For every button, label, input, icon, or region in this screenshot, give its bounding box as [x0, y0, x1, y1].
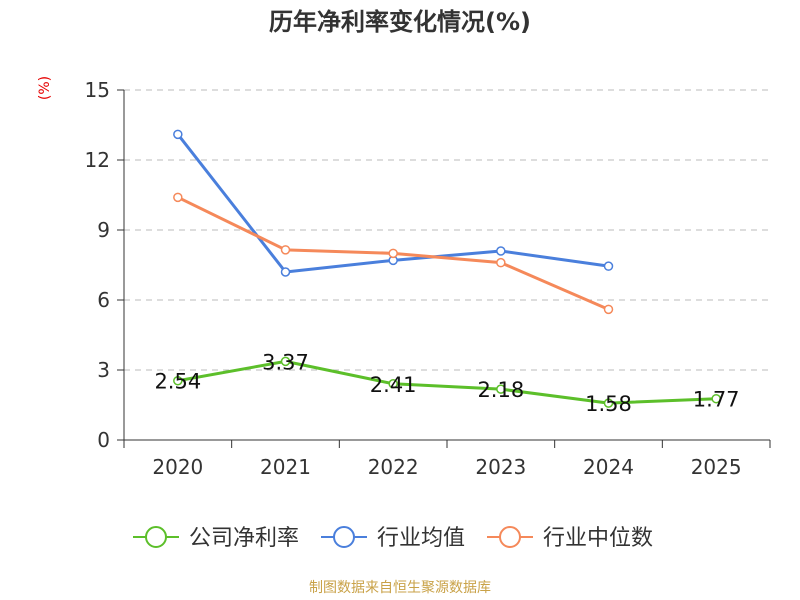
- x-tick-label: 2024: [583, 455, 634, 479]
- data-label: 2.18: [477, 378, 524, 402]
- data-label: 1.58: [585, 392, 632, 416]
- data-point: [388, 379, 398, 389]
- y-tick-label: 15: [85, 78, 110, 102]
- data-label: 3.37: [262, 350, 309, 374]
- data-label: 2.54: [154, 370, 201, 394]
- data-point: [388, 248, 398, 259]
- legend-marker-circle: [145, 526, 167, 548]
- legend-marker-circle: [499, 526, 521, 548]
- data-point: [711, 393, 721, 404]
- legend-label: 行业中位数: [543, 526, 653, 551]
- x-tick-label: 2020: [152, 455, 203, 479]
- data-point: [603, 261, 614, 271]
- data-label: 1.77: [693, 388, 740, 412]
- data-point: [173, 129, 183, 140]
- x-tick-label: 2025: [691, 455, 742, 479]
- legend-label: 公司净利率: [189, 526, 299, 551]
- y-tick-label: 9: [97, 218, 110, 242]
- data-point: [173, 375, 183, 386]
- data-point: [496, 384, 506, 394]
- y-tick-label: 0: [97, 428, 110, 452]
- data-point: [280, 356, 291, 367]
- data-point: [173, 192, 183, 203]
- source-note: 制图数据来自恒生聚源数据库: [309, 580, 491, 596]
- x-tick-label: 2023: [475, 455, 526, 479]
- data-point: [496, 246, 506, 256]
- data-point: [280, 245, 291, 255]
- data-point: [603, 398, 614, 408]
- data-point: [280, 267, 291, 277]
- x-tick-label: 2022: [368, 455, 419, 479]
- series-line-0: [177, 359, 717, 405]
- chart-title: 历年净利率变化情况(%): [269, 8, 531, 36]
- x-tick-label: 2021: [260, 455, 311, 479]
- y-tick-label: 6: [97, 288, 110, 312]
- data-point: [603, 304, 614, 315]
- legend-marker-circle: [333, 526, 355, 548]
- y-tick-label: 3: [97, 358, 110, 382]
- data-point: [496, 257, 506, 268]
- legend-label: 行业均值: [377, 526, 465, 551]
- data-label: 2.41: [370, 373, 417, 397]
- y-tick-label: 12: [85, 148, 110, 172]
